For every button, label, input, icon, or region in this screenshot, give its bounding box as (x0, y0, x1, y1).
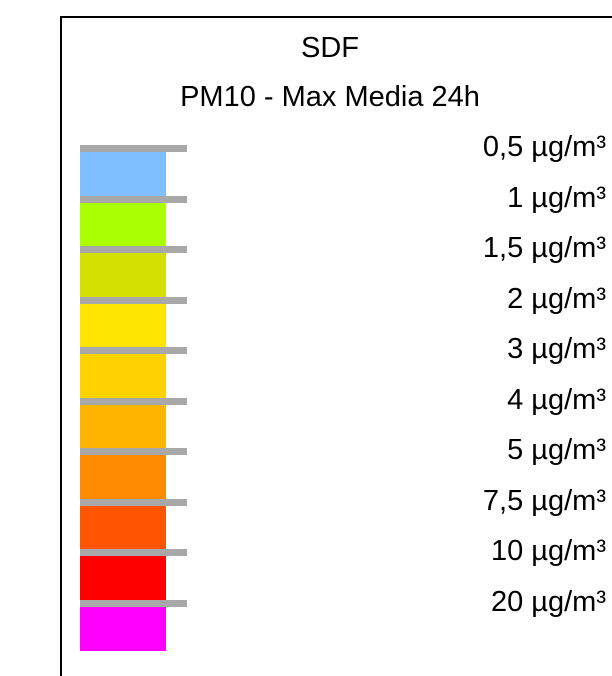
legend-label: 20 µg/m³ (490, 586, 606, 618)
legend-swatch (80, 148, 166, 199)
legend-tick (80, 196, 187, 203)
legend-swatch (80, 300, 166, 350)
legend-tick (80, 549, 187, 556)
legend-swatch (80, 350, 166, 401)
legend-tick (80, 499, 187, 506)
legend-swatch (80, 199, 166, 249)
legend-label: 3 µg/m³ (507, 333, 606, 365)
legend-frame (60, 16, 612, 676)
legend-tick (80, 145, 187, 152)
legend-label: 0,5 µg/m³ (482, 131, 606, 163)
legend-tick (80, 398, 187, 405)
legend-label: 4 µg/m³ (507, 384, 606, 416)
legend-subtitle: PM10 - Max Media 24h (180, 81, 480, 113)
legend-swatch (80, 249, 166, 300)
legend-tick (80, 448, 187, 455)
legend-swatch (80, 502, 166, 552)
legend-label: 5 µg/m³ (507, 434, 606, 466)
legend-tick (80, 600, 187, 607)
legend-tick (80, 246, 187, 253)
legend-swatch (80, 603, 166, 651)
legend-title: SDF (301, 32, 359, 64)
legend-label: 10 µg/m³ (490, 535, 606, 567)
legend-label: 2 µg/m³ (507, 283, 606, 315)
legend-swatch (80, 552, 166, 603)
legend-tick (80, 347, 187, 354)
legend-swatch (80, 401, 166, 451)
legend-swatch (80, 451, 166, 502)
legend-label: 1 µg/m³ (507, 182, 606, 214)
legend-tick (80, 297, 187, 304)
legend-label: 1,5 µg/m³ (482, 232, 606, 264)
legend-label: 7,5 µg/m³ (482, 485, 606, 517)
